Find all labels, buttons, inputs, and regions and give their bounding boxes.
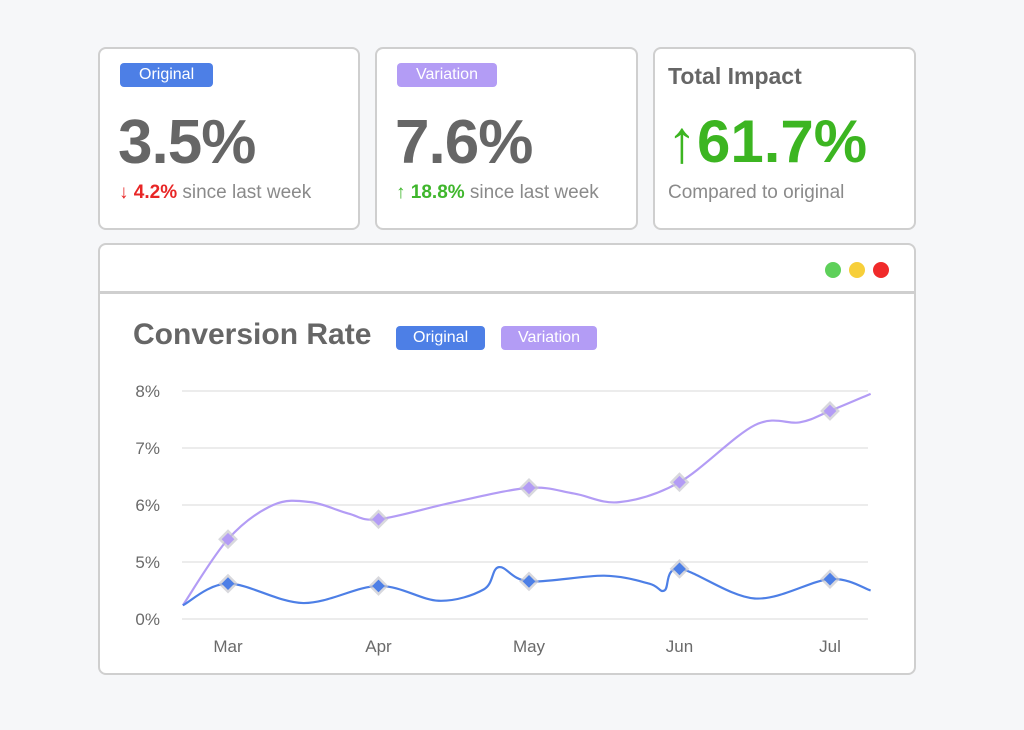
legend-variation[interactable]: Variation — [501, 326, 597, 350]
original-stat-card: Original 3.5% ↓ 4.2% since last week — [98, 47, 360, 230]
original-data-point — [221, 577, 235, 591]
original-change: ↓ 4.2% since last week — [119, 182, 311, 204]
arrow-up-icon: ↑ — [396, 182, 406, 203]
y-tick-label: 7% — [135, 439, 160, 458]
original-badge: Original — [120, 63, 214, 87]
y-tick-label: 6% — [135, 496, 160, 515]
variation-change-value: 18.8% — [410, 182, 465, 203]
variation-rate-value: 7.6% — [395, 108, 533, 177]
total-impact-value-row: ↑61.7% — [667, 107, 867, 176]
x-tick-label: Jun — [666, 637, 693, 656]
variation-badge: Variation — [397, 63, 497, 87]
total-impact-card: Total Impact ↑61.7% Compared to original — [653, 47, 916, 230]
original-rate-value: 3.5% — [118, 108, 256, 177]
close-dot-icon[interactable] — [873, 262, 889, 278]
total-impact-title: Total Impact — [668, 63, 802, 89]
minimize-dot-icon[interactable] — [849, 262, 865, 278]
variation-stat-card: Variation 7.6% ↑ 18.8% since last week — [375, 47, 638, 230]
x-tick-label: Jul — [819, 637, 841, 656]
y-tick-label: 8% — [135, 382, 160, 401]
conversion-rate-window: Conversion Rate Original Variation 0% 5% 6… — [98, 243, 916, 675]
variation-change-suffix: since last week — [464, 182, 599, 203]
total-impact-caption: Compared to original — [668, 182, 845, 203]
arrow-up-icon: ↑ — [667, 108, 697, 175]
y-tick-label: 5% — [135, 553, 160, 572]
legend-original[interactable]: Original — [396, 326, 486, 350]
window-titlebar — [100, 245, 914, 294]
original-change-value: 4.2% — [133, 182, 178, 203]
chart-title: Conversion Rate — [133, 318, 372, 351]
arrow-down-icon: ↓ — [119, 182, 129, 203]
x-tick-label: Apr — [365, 637, 392, 656]
x-tick-label: May — [513, 637, 546, 656]
y-tick-label: 0% — [135, 610, 160, 629]
original-change-suffix: since last week — [177, 182, 312, 203]
total-impact-value: 61.7% — [697, 108, 868, 175]
variation-change: ↑ 18.8% since last week — [396, 182, 599, 204]
line-chart: 0% 5% 6% 7% 8% Mar Apr May Jun Jul — [135, 382, 872, 656]
x-tick-label: Mar — [213, 637, 243, 656]
maximize-dot-icon[interactable] — [825, 262, 841, 278]
variation-series-line — [181, 392, 872, 606]
